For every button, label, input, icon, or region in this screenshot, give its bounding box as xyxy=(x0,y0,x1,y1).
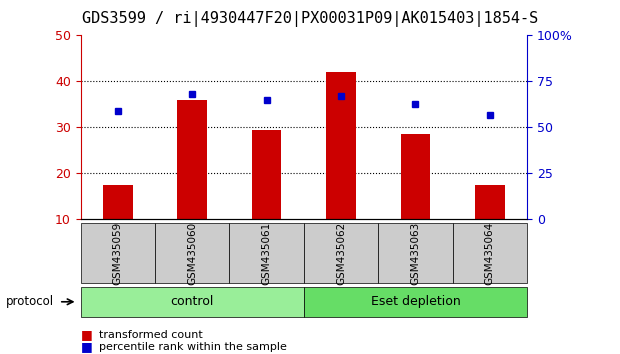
Bar xyxy=(103,185,133,219)
Text: protocol: protocol xyxy=(6,295,55,308)
Bar xyxy=(326,72,356,219)
Text: GSM435059: GSM435059 xyxy=(113,222,123,285)
Text: control: control xyxy=(170,295,214,308)
Text: Eset depletion: Eset depletion xyxy=(371,295,460,308)
Text: ■: ■ xyxy=(81,341,92,353)
Text: GSM435061: GSM435061 xyxy=(262,222,272,285)
Text: GSM435060: GSM435060 xyxy=(187,222,197,285)
Bar xyxy=(252,130,281,219)
Text: ■: ■ xyxy=(81,328,92,341)
Bar xyxy=(401,134,430,219)
Text: transformed count: transformed count xyxy=(99,330,203,339)
Text: percentile rank within the sample: percentile rank within the sample xyxy=(99,342,287,352)
Text: GSM435063: GSM435063 xyxy=(410,222,420,285)
Bar xyxy=(177,100,207,219)
Bar xyxy=(475,185,505,219)
Text: GSM435064: GSM435064 xyxy=(485,222,495,285)
Text: GSM435062: GSM435062 xyxy=(336,222,346,285)
Text: GDS3599 / ri|4930447F20|PX00031P09|AK015403|1854-S: GDS3599 / ri|4930447F20|PX00031P09|AK015… xyxy=(82,11,538,27)
